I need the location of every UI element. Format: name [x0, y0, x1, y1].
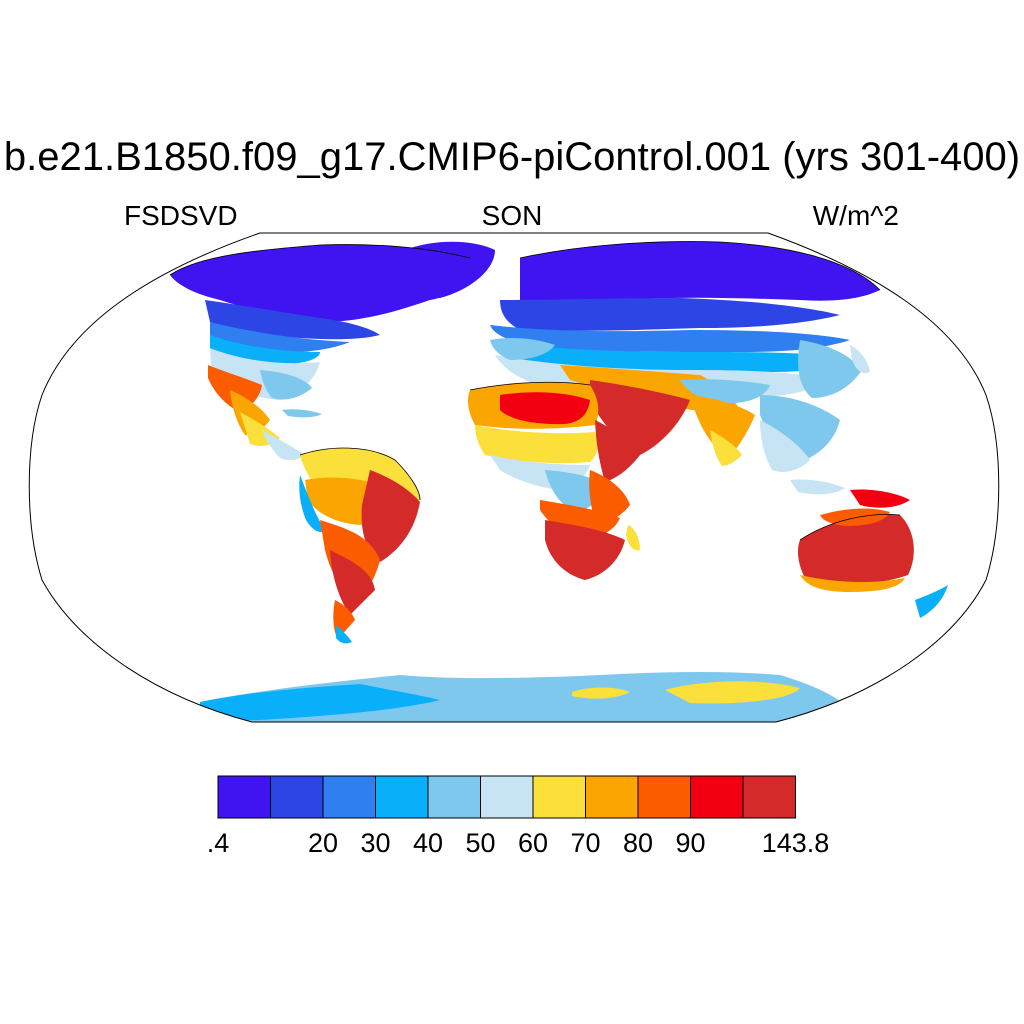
land-sa-south: [330, 550, 375, 615]
colorbar-label: 50: [465, 828, 495, 858]
land-new-zealand: [915, 585, 948, 618]
land-sahara-core: [500, 392, 590, 425]
coastline-4: [799, 514, 901, 541]
colorbar-box: [427, 775, 481, 819]
colorbar-label: 20: [308, 828, 338, 858]
land-se-asia-2: [760, 420, 810, 472]
land-southern-africa: [545, 520, 625, 580]
land-antarctica-plateau-2: [572, 687, 630, 699]
plot-title: b.e21.B1850.f09_g17.CMIP6-piControl.001 …: [3, 135, 1021, 179]
land-cuba: [282, 409, 322, 418]
coastline-3: [469, 381, 591, 391]
land-indonesia: [790, 479, 845, 495]
coastline-1: [519, 241, 881, 291]
land-southern-africa-north: [540, 500, 620, 540]
land-sa-east: [361, 470, 420, 562]
season-label: SON: [481, 200, 543, 231]
colorbar-box: [270, 775, 324, 819]
land-madagascar: [626, 525, 640, 551]
land-east-asia: [798, 340, 862, 398]
colorbar-label: 80: [623, 828, 653, 858]
colorbar-label: 40: [413, 828, 443, 858]
land-europe: [490, 337, 555, 360]
colorbar-box: [742, 775, 796, 819]
land-east-africa: [589, 470, 630, 522]
land-eurasia-subarctic: [500, 298, 840, 331]
colorbar-label: 70: [570, 828, 600, 858]
colorbar-box: [480, 775, 534, 819]
land-eurasia-boreal: [490, 325, 850, 352]
land-arabia-persia: [590, 380, 690, 455]
land-sa-west-coast: [299, 475, 325, 532]
land-na-arctic: [170, 244, 473, 322]
units-label: W/m^2: [812, 200, 899, 231]
land-greenland: [405, 241, 495, 298]
colorbar-label: 30: [360, 828, 390, 858]
land-india: [690, 395, 755, 458]
coastline-2: [299, 447, 421, 501]
colorbar-label: 90: [675, 828, 705, 858]
land-australia-north: [820, 508, 890, 526]
land-sahel: [475, 425, 598, 464]
land-eurasia-arctic: [520, 241, 880, 305]
land-india-south: [710, 430, 742, 466]
land-na-subarctic: [205, 300, 380, 340]
land-eurasia-mid: [490, 340, 850, 372]
land-antarctica-plateau: [665, 681, 800, 704]
land-horn-africa: [595, 420, 640, 482]
map-outline: [28, 232, 1000, 723]
colorbar-box: [532, 775, 586, 819]
colorbar-box: [375, 775, 429, 819]
colorbar-label: 60: [518, 828, 548, 858]
land-australia-coast: [800, 575, 905, 592]
colorbar-label: 143.8: [762, 828, 830, 858]
land-new-guinea: [850, 489, 910, 508]
colorbar-box: [585, 775, 639, 819]
land-central-america: [262, 430, 305, 461]
land-antarctica-coast: [200, 684, 440, 722]
coastline-0: [169, 244, 471, 276]
colorbar-box: [322, 775, 376, 819]
land-sa-tip: [336, 625, 352, 644]
colorbar-box: [690, 775, 744, 819]
variable-label: FSDSVD: [124, 200, 238, 231]
land-japan: [850, 345, 870, 374]
land-na-south: [260, 370, 312, 400]
colorbar-box: [217, 775, 271, 819]
land-australia: [797, 514, 914, 585]
colorbar-label: .4: [207, 828, 230, 858]
colorbar-box: [637, 775, 691, 819]
